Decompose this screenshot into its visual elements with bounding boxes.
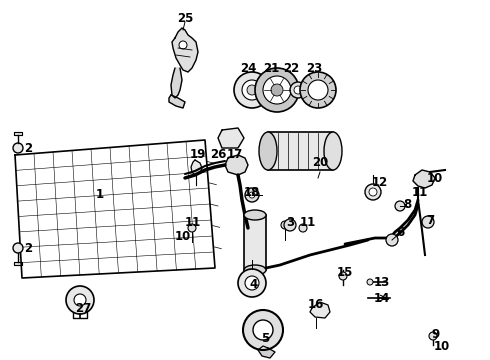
Bar <box>244 215 266 270</box>
Ellipse shape <box>324 132 342 170</box>
Bar <box>268 132 333 170</box>
Circle shape <box>429 332 437 340</box>
Polygon shape <box>258 346 275 358</box>
Polygon shape <box>14 132 22 135</box>
Circle shape <box>294 86 302 94</box>
Circle shape <box>255 68 299 112</box>
Text: 13: 13 <box>374 275 390 288</box>
Circle shape <box>284 219 296 231</box>
Polygon shape <box>169 95 185 108</box>
Circle shape <box>188 224 196 232</box>
Text: 12: 12 <box>372 176 388 189</box>
Text: 20: 20 <box>312 156 328 168</box>
Circle shape <box>300 72 336 108</box>
Circle shape <box>299 224 307 232</box>
Text: 17: 17 <box>227 148 243 162</box>
Text: 10: 10 <box>427 171 443 184</box>
Text: 14: 14 <box>374 292 390 305</box>
Text: 19: 19 <box>190 148 206 162</box>
Circle shape <box>367 279 373 285</box>
Text: 25: 25 <box>177 12 193 24</box>
Text: 9: 9 <box>431 328 439 342</box>
Ellipse shape <box>259 132 277 170</box>
Polygon shape <box>310 302 330 318</box>
Circle shape <box>281 221 289 229</box>
Circle shape <box>245 188 259 202</box>
Text: 22: 22 <box>283 62 299 75</box>
Circle shape <box>339 272 347 280</box>
Text: 10: 10 <box>434 341 450 354</box>
Circle shape <box>238 269 266 297</box>
Circle shape <box>253 320 273 340</box>
Text: 11: 11 <box>300 216 316 229</box>
Text: 3: 3 <box>286 216 294 229</box>
Circle shape <box>290 82 306 98</box>
Ellipse shape <box>244 210 266 220</box>
Circle shape <box>245 276 259 290</box>
Text: 1: 1 <box>96 189 104 202</box>
Circle shape <box>179 41 187 49</box>
Polygon shape <box>413 170 435 188</box>
Circle shape <box>386 234 398 246</box>
Text: 10: 10 <box>175 230 191 243</box>
Circle shape <box>242 80 262 100</box>
Polygon shape <box>172 28 198 72</box>
Circle shape <box>66 286 94 314</box>
Text: 15: 15 <box>337 266 353 279</box>
Text: 23: 23 <box>306 62 322 75</box>
Text: 6: 6 <box>396 226 404 239</box>
Polygon shape <box>225 155 248 175</box>
Polygon shape <box>191 160 202 175</box>
Circle shape <box>369 188 377 196</box>
Circle shape <box>263 76 291 104</box>
Polygon shape <box>218 128 244 148</box>
Circle shape <box>271 84 283 96</box>
Circle shape <box>308 80 328 100</box>
Circle shape <box>13 143 23 153</box>
Circle shape <box>422 216 434 228</box>
Polygon shape <box>14 262 22 265</box>
Text: 26: 26 <box>210 148 226 162</box>
Circle shape <box>365 184 381 200</box>
Text: 21: 21 <box>263 62 279 75</box>
Circle shape <box>249 192 255 198</box>
Circle shape <box>13 243 23 253</box>
Text: 27: 27 <box>75 302 91 315</box>
Text: 2: 2 <box>24 242 32 255</box>
Circle shape <box>243 310 283 350</box>
Polygon shape <box>171 68 182 98</box>
Text: 11: 11 <box>185 216 201 229</box>
Circle shape <box>395 201 405 211</box>
Text: 7: 7 <box>426 215 434 228</box>
Circle shape <box>74 294 86 306</box>
Text: 24: 24 <box>240 62 256 75</box>
Polygon shape <box>15 140 215 278</box>
Text: 18: 18 <box>244 185 260 198</box>
Text: 2: 2 <box>24 141 32 154</box>
Text: 8: 8 <box>403 198 411 211</box>
Ellipse shape <box>244 265 266 275</box>
Text: 5: 5 <box>261 332 269 345</box>
Text: 4: 4 <box>250 278 258 291</box>
Circle shape <box>234 72 270 108</box>
Text: 11: 11 <box>412 186 428 199</box>
Circle shape <box>247 85 257 95</box>
Text: 16: 16 <box>308 298 324 311</box>
